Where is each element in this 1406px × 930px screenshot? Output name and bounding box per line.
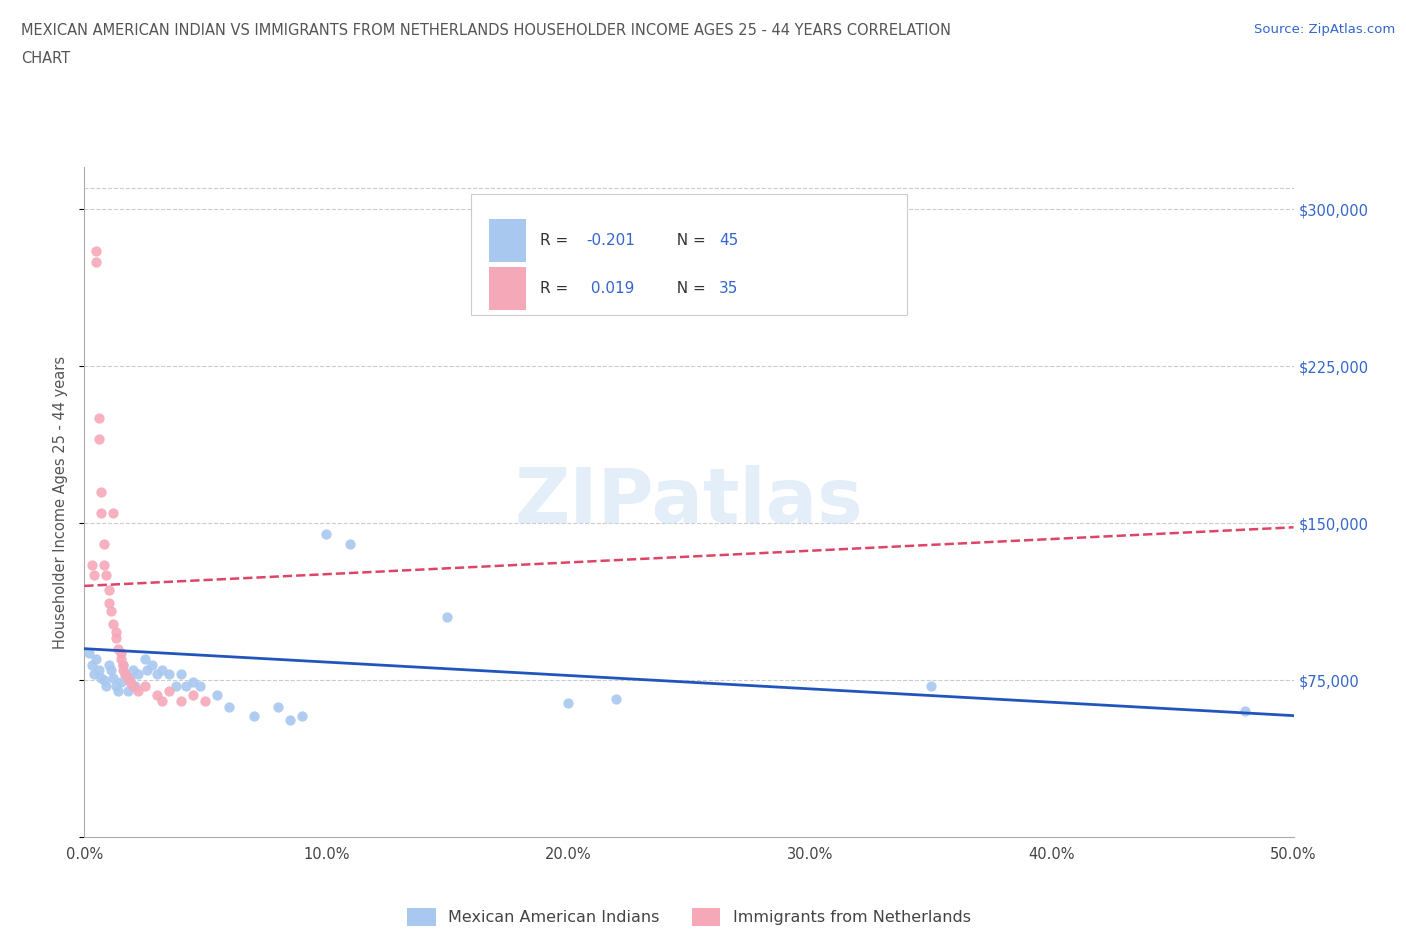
- Point: [146, 687, 169, 702]
- Point: [87, 411, 110, 426]
- Point: [194, 694, 217, 709]
- Point: [112, 658, 135, 673]
- Point: [107, 683, 129, 698]
- Text: 35: 35: [720, 281, 738, 296]
- Point: [605, 692, 627, 707]
- Point: [134, 652, 156, 667]
- Y-axis label: Householder Income Ages 25 - 44 years: Householder Income Ages 25 - 44 years: [53, 355, 69, 649]
- Point: [117, 683, 139, 698]
- Point: [146, 667, 169, 682]
- Point: [93, 537, 115, 551]
- Point: [104, 625, 127, 640]
- Point: [127, 667, 149, 682]
- Text: N =: N =: [668, 232, 711, 248]
- Point: [170, 667, 193, 682]
- Point: [90, 485, 112, 499]
- Point: [114, 667, 136, 682]
- Point: [77, 645, 100, 660]
- Point: [103, 671, 125, 685]
- Point: [120, 671, 142, 685]
- Point: [87, 432, 110, 447]
- Point: [97, 595, 120, 610]
- Point: [97, 658, 120, 673]
- Point: [80, 558, 103, 573]
- Text: R =: R =: [540, 281, 574, 296]
- Point: [190, 679, 212, 694]
- Text: CHART: CHART: [21, 51, 70, 66]
- Point: [436, 610, 458, 625]
- Point: [278, 712, 301, 727]
- Legend: Mexican American Indians, Immigrants from Netherlands: Mexican American Indians, Immigrants fro…: [401, 901, 977, 930]
- Point: [165, 679, 187, 694]
- Point: [557, 696, 579, 711]
- Point: [83, 667, 105, 682]
- Point: [100, 662, 122, 677]
- Point: [112, 662, 135, 677]
- Text: R =: R =: [540, 232, 574, 248]
- FancyBboxPatch shape: [489, 219, 526, 262]
- Point: [150, 694, 173, 709]
- Point: [181, 687, 204, 702]
- Point: [117, 671, 139, 685]
- Point: [157, 683, 180, 698]
- Point: [107, 642, 129, 657]
- Point: [110, 675, 132, 690]
- Point: [110, 645, 132, 660]
- Point: [80, 658, 103, 673]
- Point: [93, 558, 115, 573]
- Point: [90, 671, 112, 685]
- Point: [83, 568, 105, 583]
- Point: [86, 244, 108, 259]
- Point: [150, 662, 173, 677]
- Point: [93, 672, 115, 687]
- Point: [103, 617, 125, 631]
- FancyBboxPatch shape: [489, 267, 526, 311]
- Text: -0.201: -0.201: [586, 232, 636, 248]
- Point: [207, 687, 229, 702]
- Point: [127, 683, 149, 698]
- Point: [218, 700, 240, 715]
- Point: [97, 582, 120, 598]
- Point: [100, 604, 122, 618]
- Point: [1234, 704, 1257, 719]
- Text: MEXICAN AMERICAN INDIAN VS IMMIGRANTS FROM NETHERLANDS HOUSEHOLDER INCOME AGES 2: MEXICAN AMERICAN INDIAN VS IMMIGRANTS FR…: [21, 23, 950, 38]
- Text: 45: 45: [720, 232, 738, 248]
- Point: [339, 537, 361, 551]
- Point: [242, 709, 264, 724]
- Point: [170, 694, 193, 709]
- Text: 0.019: 0.019: [586, 281, 634, 296]
- Point: [86, 652, 108, 667]
- Point: [112, 658, 135, 673]
- Point: [86, 254, 108, 269]
- Point: [315, 526, 337, 541]
- Point: [90, 505, 112, 520]
- Point: [120, 675, 142, 690]
- Point: [136, 662, 159, 677]
- FancyBboxPatch shape: [471, 194, 907, 314]
- Point: [920, 679, 942, 694]
- Point: [181, 675, 204, 690]
- Point: [141, 658, 163, 673]
- Point: [121, 662, 143, 677]
- Point: [87, 662, 110, 677]
- Point: [291, 709, 314, 724]
- Point: [121, 679, 143, 694]
- Text: Source: ZipAtlas.com: Source: ZipAtlas.com: [1254, 23, 1395, 36]
- Point: [104, 631, 127, 645]
- Point: [174, 679, 197, 694]
- Point: [103, 505, 125, 520]
- Point: [94, 679, 117, 694]
- Point: [267, 700, 290, 715]
- Text: N =: N =: [668, 281, 711, 296]
- Point: [134, 679, 156, 694]
- Point: [114, 667, 136, 682]
- Point: [124, 679, 146, 694]
- Point: [94, 568, 117, 583]
- Point: [104, 679, 127, 694]
- Point: [157, 667, 180, 682]
- Text: ZIPatlas: ZIPatlas: [515, 465, 863, 539]
- Point: [110, 652, 132, 667]
